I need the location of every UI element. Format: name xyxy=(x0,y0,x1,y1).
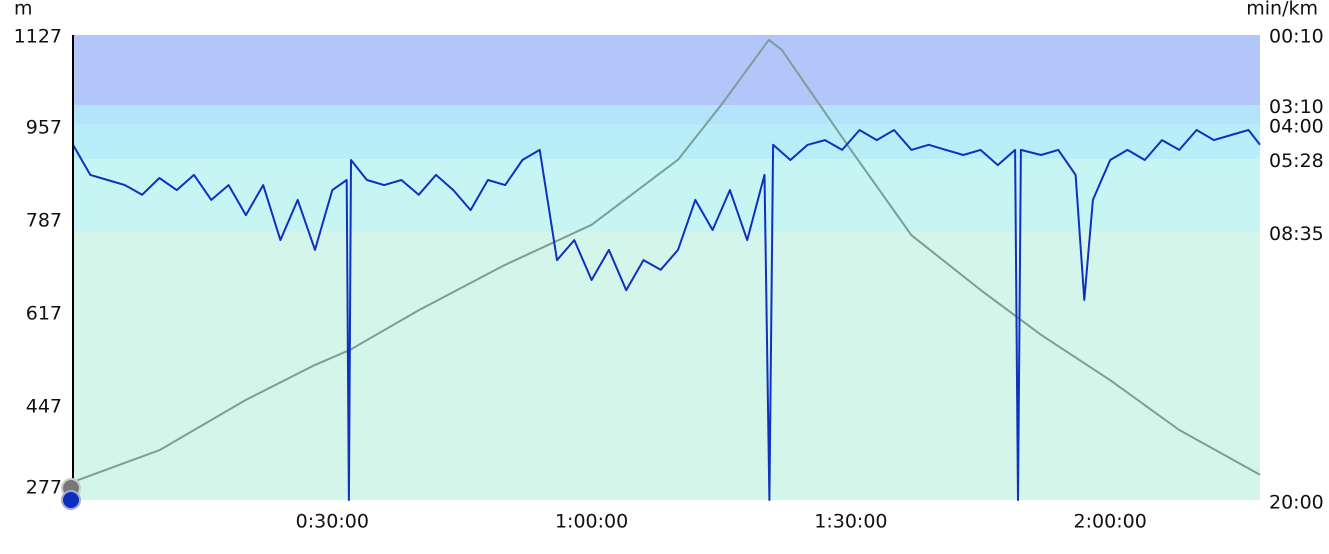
y2-tick-label: 20:00 xyxy=(1269,492,1324,514)
y-tick-label: 957 xyxy=(26,117,62,139)
y-axis-label: m xyxy=(14,0,33,20)
pace-zone xyxy=(73,35,1260,106)
series-line xyxy=(72,38,1261,483)
pace-zone xyxy=(73,124,1260,160)
y-tick-label: 787 xyxy=(26,210,62,232)
x-tick-label: 1:30:00 xyxy=(814,511,887,533)
y2-axis-label: min/km xyxy=(1246,0,1318,20)
y-tick-label: 277 xyxy=(26,477,62,499)
y-tick-label: 447 xyxy=(26,396,62,418)
x-tick-label: 2:00:00 xyxy=(1074,511,1147,533)
y2-tick-label: 08:35 xyxy=(1269,223,1324,245)
pace-zone xyxy=(73,159,1260,233)
y2-tick-label: 03:10 xyxy=(1269,96,1324,118)
x-tick-label: 1:00:00 xyxy=(555,511,628,533)
pace-zone xyxy=(73,105,1260,125)
y2-tick-label: 00:10 xyxy=(1269,26,1324,48)
series-line xyxy=(72,129,1261,501)
y-tick-label: 617 xyxy=(26,303,62,325)
y-tick-label: 1127 xyxy=(14,26,62,48)
y2-tick-label: 05:28 xyxy=(1269,150,1324,172)
y2-tick-label: 04:00 xyxy=(1269,115,1324,137)
x-tick-label: 0:30:00 xyxy=(296,511,369,533)
cursor-marker xyxy=(61,490,81,510)
pace-zone xyxy=(73,232,1260,500)
